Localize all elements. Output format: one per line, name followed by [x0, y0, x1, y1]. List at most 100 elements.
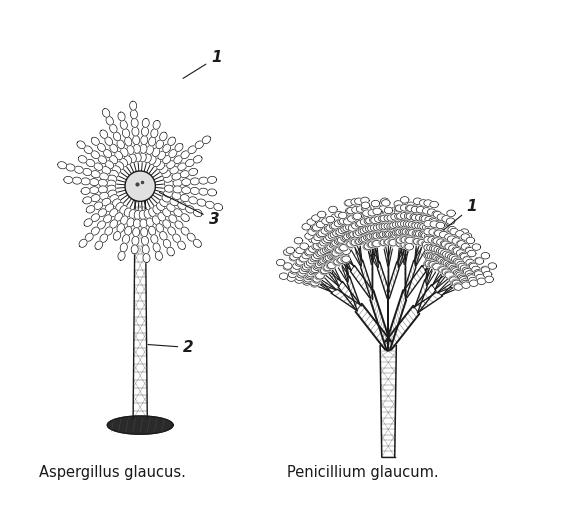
- Polygon shape: [155, 251, 162, 260]
- Polygon shape: [431, 254, 440, 260]
- Polygon shape: [107, 180, 116, 187]
- Polygon shape: [105, 137, 113, 146]
- Polygon shape: [405, 235, 413, 241]
- Polygon shape: [303, 277, 312, 284]
- Polygon shape: [307, 219, 316, 225]
- Polygon shape: [178, 163, 187, 171]
- Polygon shape: [466, 247, 474, 254]
- Polygon shape: [405, 243, 413, 250]
- Polygon shape: [208, 189, 216, 196]
- Polygon shape: [354, 230, 363, 237]
- Polygon shape: [304, 262, 313, 268]
- Polygon shape: [443, 234, 451, 241]
- Polygon shape: [300, 243, 308, 249]
- Polygon shape: [445, 243, 453, 250]
- Polygon shape: [447, 210, 455, 216]
- Polygon shape: [329, 252, 338, 259]
- Polygon shape: [302, 252, 311, 259]
- Polygon shape: [375, 216, 383, 222]
- Polygon shape: [95, 241, 103, 249]
- Polygon shape: [164, 175, 173, 182]
- Polygon shape: [414, 285, 436, 313]
- Polygon shape: [120, 158, 127, 167]
- Polygon shape: [286, 247, 294, 253]
- Polygon shape: [425, 260, 433, 267]
- Polygon shape: [344, 234, 352, 240]
- Text: 1: 1: [444, 200, 478, 230]
- Polygon shape: [369, 229, 378, 235]
- Polygon shape: [355, 238, 363, 245]
- Polygon shape: [312, 215, 320, 221]
- Polygon shape: [379, 231, 388, 238]
- Polygon shape: [170, 199, 179, 206]
- Polygon shape: [339, 248, 347, 255]
- Polygon shape: [351, 239, 359, 246]
- Polygon shape: [343, 218, 352, 225]
- Polygon shape: [311, 280, 319, 287]
- Polygon shape: [432, 211, 441, 217]
- Polygon shape: [86, 206, 95, 213]
- Polygon shape: [120, 243, 127, 252]
- Polygon shape: [453, 258, 462, 265]
- Polygon shape: [442, 216, 451, 223]
- Polygon shape: [91, 137, 99, 145]
- Polygon shape: [382, 231, 391, 238]
- Polygon shape: [338, 257, 346, 263]
- Polygon shape: [405, 229, 414, 236]
- Polygon shape: [453, 282, 462, 289]
- Polygon shape: [425, 261, 433, 267]
- Polygon shape: [461, 234, 470, 240]
- Polygon shape: [396, 240, 405, 247]
- Polygon shape: [481, 266, 490, 273]
- Polygon shape: [85, 233, 93, 241]
- Polygon shape: [381, 215, 390, 221]
- Polygon shape: [313, 264, 321, 270]
- Polygon shape: [417, 223, 426, 230]
- Polygon shape: [455, 259, 463, 266]
- Polygon shape: [341, 256, 349, 263]
- Polygon shape: [81, 178, 90, 185]
- Polygon shape: [454, 234, 463, 241]
- Polygon shape: [412, 222, 420, 229]
- Polygon shape: [467, 275, 476, 281]
- Polygon shape: [324, 264, 332, 271]
- Polygon shape: [153, 243, 160, 252]
- Polygon shape: [129, 210, 137, 218]
- Polygon shape: [448, 236, 456, 242]
- Polygon shape: [312, 277, 321, 284]
- Polygon shape: [422, 254, 439, 270]
- Polygon shape: [378, 215, 387, 222]
- Polygon shape: [193, 156, 202, 163]
- Polygon shape: [438, 266, 447, 273]
- Polygon shape: [324, 225, 333, 232]
- Polygon shape: [390, 222, 398, 229]
- Polygon shape: [332, 242, 340, 248]
- Polygon shape: [428, 244, 437, 251]
- Polygon shape: [64, 176, 73, 183]
- Polygon shape: [354, 222, 362, 229]
- Polygon shape: [425, 225, 433, 232]
- Polygon shape: [122, 129, 130, 138]
- Polygon shape: [357, 222, 366, 229]
- Polygon shape: [401, 236, 409, 243]
- Polygon shape: [416, 207, 425, 213]
- Polygon shape: [438, 281, 452, 296]
- Polygon shape: [100, 234, 108, 242]
- Polygon shape: [427, 226, 436, 233]
- Polygon shape: [416, 213, 424, 220]
- Polygon shape: [356, 238, 364, 245]
- Polygon shape: [395, 233, 404, 239]
- Polygon shape: [437, 250, 445, 257]
- Polygon shape: [352, 231, 361, 237]
- Polygon shape: [457, 274, 466, 280]
- Polygon shape: [333, 234, 342, 240]
- Polygon shape: [305, 233, 313, 239]
- Polygon shape: [359, 243, 362, 266]
- Polygon shape: [450, 230, 459, 237]
- Polygon shape: [120, 121, 127, 129]
- Polygon shape: [373, 213, 382, 219]
- Polygon shape: [344, 200, 352, 206]
- Polygon shape: [447, 262, 455, 269]
- Polygon shape: [113, 232, 121, 240]
- Polygon shape: [133, 144, 141, 153]
